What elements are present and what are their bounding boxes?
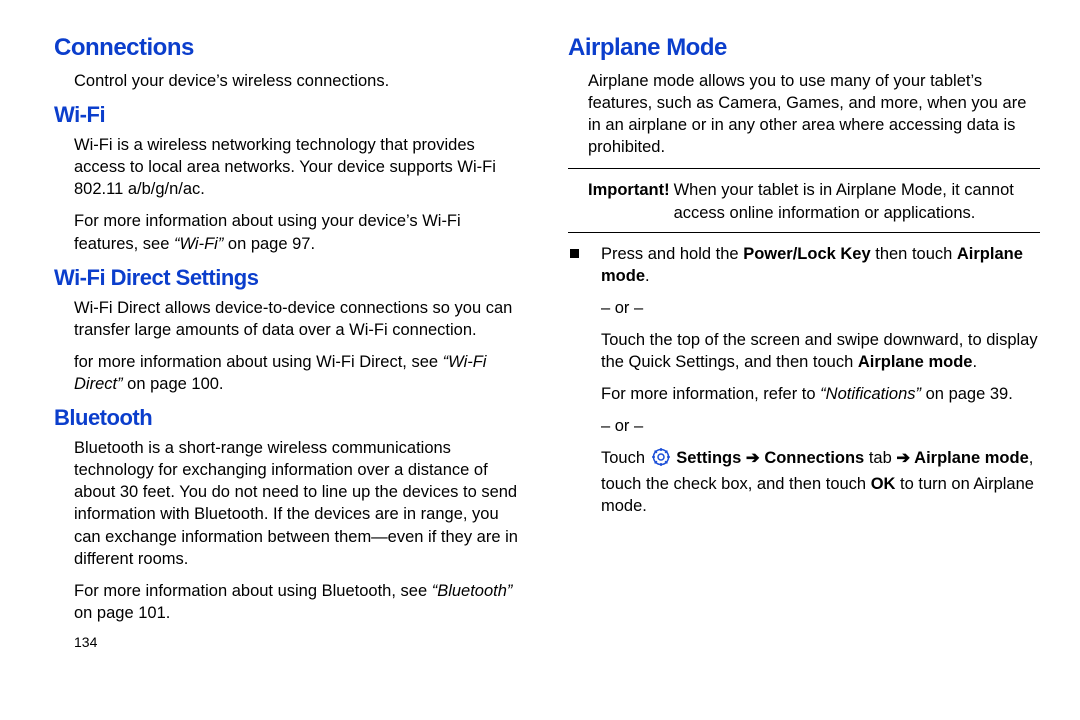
manual-page: Connections Control your device’s wirele… [0, 0, 1080, 720]
important-text: When your tablet is in Airplane Mode, it… [674, 179, 1040, 223]
bluetooth-ref: For more information about using Bluetoo… [54, 580, 526, 624]
page-number: 134 [54, 634, 526, 650]
important-note: Important! When your tablet is in Airpla… [568, 179, 1040, 223]
wifi-direct-desc: Wi-Fi Direct allows device-to-device con… [54, 297, 526, 341]
rule-bottom [568, 232, 1040, 233]
settings-gear-icon [652, 448, 670, 472]
left-column: Connections Control your device’s wirele… [54, 34, 526, 710]
wifidirect-ref-pre: for more information about using Wi-Fi D… [74, 353, 443, 371]
square-bullet-icon [570, 249, 579, 258]
step1-pre: Press and hold the [601, 245, 743, 263]
step1-mid: then touch [871, 245, 957, 263]
step-settings-path: Touch Settings ➔ Connections tab ➔ Airpl… [601, 447, 1040, 516]
heading-airplane-mode: Airplane Mode [568, 34, 1040, 62]
airplane-desc: Airplane mode allows you to use many of … [568, 70, 1040, 158]
wifi-desc: Wi-Fi is a wireless networking technolog… [54, 134, 526, 200]
wifi-ref-link: “Wi-Fi” [174, 235, 223, 253]
bluetooth-ref-post: on page 101. [74, 604, 170, 622]
step2-ref-post: on page 39. [921, 385, 1013, 403]
settings-label: Settings [676, 449, 741, 467]
airplane-steps-body: Press and hold the Power/Lock Key then t… [601, 243, 1040, 527]
bluetooth-ref-pre: For more information about using Bluetoo… [74, 582, 432, 600]
airplane-mode-label-2: Airplane mode [858, 353, 973, 371]
rule-top [568, 168, 1040, 169]
or-separator-1: – or – [601, 297, 1040, 319]
or-separator-2: – or – [601, 415, 1040, 437]
bluetooth-desc: Bluetooth is a short-range wireless comm… [54, 437, 526, 570]
important-label: Important! [588, 179, 674, 223]
heading-connections: Connections [54, 34, 526, 62]
tab-word: tab [864, 449, 896, 467]
airplane-mode-label-3: Airplane mode [914, 449, 1029, 467]
step-notifications-ref: For more information, refer to “Notifica… [601, 383, 1040, 405]
ok-label: OK [871, 475, 896, 493]
arrow-icon-1: ➔ [741, 449, 764, 467]
heading-bluetooth: Bluetooth [54, 405, 526, 431]
step-powerlock: Press and hold the Power/Lock Key then t… [601, 243, 1040, 287]
step3-pre: Touch [601, 449, 650, 467]
right-column: Airplane Mode Airplane mode allows you t… [568, 34, 1040, 710]
bluetooth-ref-link: “Bluetooth” [432, 582, 513, 600]
arrow-icon-2: ➔ [896, 449, 914, 467]
step-quicksettings: Touch the top of the screen and swipe do… [601, 329, 1040, 373]
heading-wifi: Wi-Fi [54, 102, 526, 128]
wifi-direct-ref: for more information about using Wi-Fi D… [54, 351, 526, 395]
step2-ref-pre: For more information, refer to [601, 385, 820, 403]
power-lock-key-label: Power/Lock Key [743, 245, 870, 263]
step1-end: . [645, 267, 650, 285]
step2-end: . [972, 353, 977, 371]
wifidirect-ref-post: on page 100. [123, 375, 224, 393]
wifi-ref: For more information about using your de… [54, 210, 526, 254]
connections-desc: Control your device’s wireless connectio… [54, 70, 526, 92]
airplane-steps: Press and hold the Power/Lock Key then t… [568, 243, 1040, 527]
wifi-ref-post: on page 97. [223, 235, 315, 253]
notifications-ref-link: “Notifications” [820, 385, 921, 403]
heading-wifi-direct: Wi-Fi Direct Settings [54, 265, 526, 291]
connections-tab-label: Connections [764, 449, 864, 467]
